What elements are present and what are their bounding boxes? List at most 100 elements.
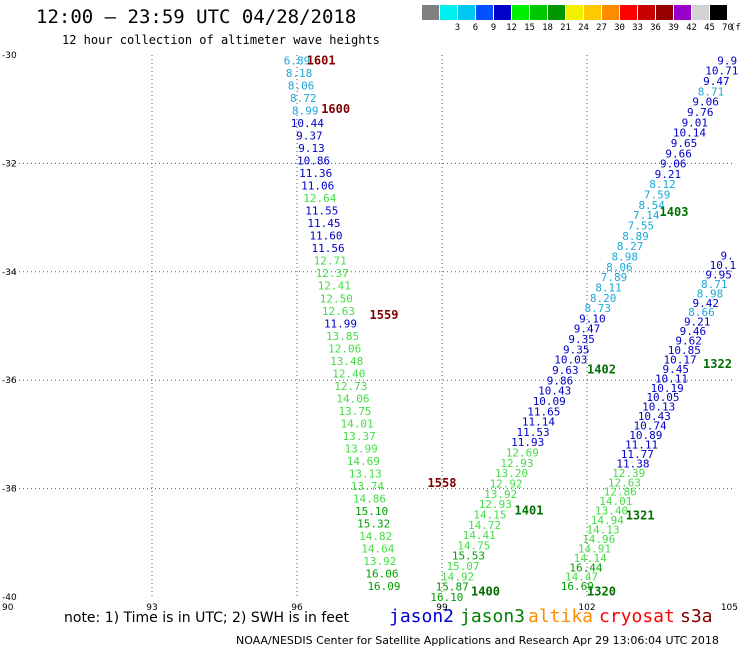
lon-tick-label: 93 [146, 603, 157, 613]
wave-height-label: 9.13 [298, 142, 325, 155]
wave-height-label: 13.92 [363, 555, 396, 568]
scale-swatch [548, 5, 565, 20]
wave-height-label: 8.18 [286, 67, 313, 80]
wave-height-label: 10.44 [291, 117, 324, 130]
scale-label: 39 [668, 23, 679, 33]
wave-height-label: 7.55 [628, 220, 655, 233]
lon-tick-label: 105 [721, 603, 738, 613]
scale-label: 33 [632, 23, 643, 33]
lat-tick-label: -36 [2, 376, 17, 386]
wave-height-label: 8.27 [617, 240, 644, 253]
lon-tick-label: 90 [2, 603, 14, 613]
time-label: 1403 [660, 205, 689, 219]
wave-height-label: 9.46 [680, 325, 707, 338]
lon-tick-label: 102 [578, 603, 595, 613]
wave-height-label: 15.07 [446, 560, 479, 573]
wave-height-label: 12.41 [318, 280, 351, 293]
time-label: 1322 [703, 357, 732, 371]
wave-height-label: 8.73 [585, 302, 612, 315]
wave-height-label: 12.37 [316, 267, 349, 280]
wave-height-label: 11.55 [305, 205, 338, 218]
wave-height-label: 16.06 [365, 568, 398, 581]
scale-swatch [674, 5, 691, 20]
wave-height-label: 12.50 [320, 292, 353, 305]
wave-height-label: 10.43 [538, 385, 571, 398]
scale-label: 27 [596, 23, 607, 33]
wave-height-label: 8.66 [688, 306, 715, 319]
wave-height-label: 11.56 [312, 242, 345, 255]
wave-height-label: 8.98 [697, 287, 724, 300]
wave-height-label: 9.37 [296, 130, 323, 143]
wave-height-label: 10.13 [642, 401, 675, 414]
scale-swatch [620, 5, 637, 20]
scale-swatch [494, 5, 511, 20]
wave-height-label: 8.72 [290, 92, 317, 105]
satellite-tracks: 6.898.188.068.728.9910.449.379.1310.8611… [284, 54, 739, 604]
wave-height-label: 14.69 [347, 455, 380, 468]
wave-height-label: 8.71 [698, 85, 725, 98]
wave-height-label: 14.91 [578, 542, 611, 555]
scale-label: 21 [560, 23, 571, 33]
time-label: 1402 [587, 362, 616, 376]
wave-height-label: 9.62 [675, 335, 702, 348]
wave-height-label: 10.86 [297, 155, 330, 168]
scale-label: 70 [722, 23, 733, 33]
time-labels: 1601 1600 1559 1558 1400 1401 1402 1403 1320 1321… [307, 53, 732, 598]
wave-height-label: 13.20 [495, 467, 528, 480]
wave-height-label: 8.11 [595, 281, 622, 294]
time-label: 1601 [307, 53, 336, 67]
wave-height-label: 9.47 [574, 323, 601, 336]
track-1: 6.898.188.068.728.9910.449.379.1310.8611… [284, 54, 401, 593]
wave-height-label: 12.92 [490, 477, 523, 490]
wave-height-label: 9.35 [568, 333, 595, 346]
wave-height-label: 12.63 [322, 305, 355, 318]
lon-tick-label: 96 [291, 603, 303, 613]
wave-height-label: 10.17 [664, 353, 697, 366]
wave-height-label: 11.14 [522, 416, 555, 429]
wave-height-label: 11.45 [307, 217, 340, 230]
legend-s3a: s3a [680, 606, 713, 627]
wave-height-label: 10.89 [629, 429, 662, 442]
wave-height-label: 11.06 [301, 180, 334, 193]
scale-label: 18 [542, 23, 553, 33]
wave-height-label: 16.09 [367, 580, 400, 593]
wave-height-label: 8.20 [590, 292, 617, 305]
scale-swatch [440, 5, 457, 20]
wave-height-label: 14.15 [473, 508, 506, 521]
wave-height-label: 9.35 [563, 343, 590, 356]
scale-swatch [656, 5, 673, 20]
wave-height-label: 9.47 [703, 75, 730, 88]
wave-height-label: 14.47 [565, 571, 598, 584]
wave-height-label: 8.89 [622, 230, 649, 243]
wave-height-label: 16.44 [569, 561, 602, 574]
wave-height-label: 11.53 [517, 426, 550, 439]
wave-height-label: 11.36 [299, 167, 332, 180]
wave-height-label: 10.03 [554, 354, 587, 367]
lon-tick-label: 99 [436, 603, 448, 613]
wave-height-label: 15.32 [357, 518, 390, 531]
wave-height-label: 9.42 [693, 297, 720, 310]
lat-tick-label: -38 [2, 485, 17, 495]
wave-height-label: 12.93 [479, 498, 512, 511]
scale-swatch [458, 5, 475, 20]
page-title: 12:00 – 23:59 UTC 04/28/2018 [36, 6, 357, 28]
wave-height-label: 9.21 [655, 168, 682, 181]
page-subtitle: 12 hour collection of altimeter wave hei… [62, 33, 380, 47]
wave-height-label: 13.75 [338, 405, 371, 418]
wave-height-label: 8.98 [611, 250, 638, 263]
wave-height-label: 8.12 [649, 178, 676, 191]
wave-height-label: 8.71 [701, 278, 728, 291]
wave-height-label: 12.71 [314, 255, 347, 268]
wave-height-label: 10.14 [673, 127, 706, 140]
axis-ticks: 90 93 96 99 102 105 -30 -32 -34 -36 -38 -40 [2, 51, 738, 613]
wave-height-label: 10.09 [533, 395, 566, 408]
wave-height-label: 14.92 [441, 570, 474, 583]
wave-height-label: 12.86 [604, 486, 637, 499]
wave-height-label: 14.86 [353, 493, 386, 506]
wave-height-label: 11.65 [527, 405, 560, 418]
wave-height-label: 11.38 [616, 457, 649, 470]
scale-label: 30 [614, 23, 625, 33]
legend-altika: altika [528, 606, 594, 627]
scale-label: 42 [686, 23, 697, 33]
